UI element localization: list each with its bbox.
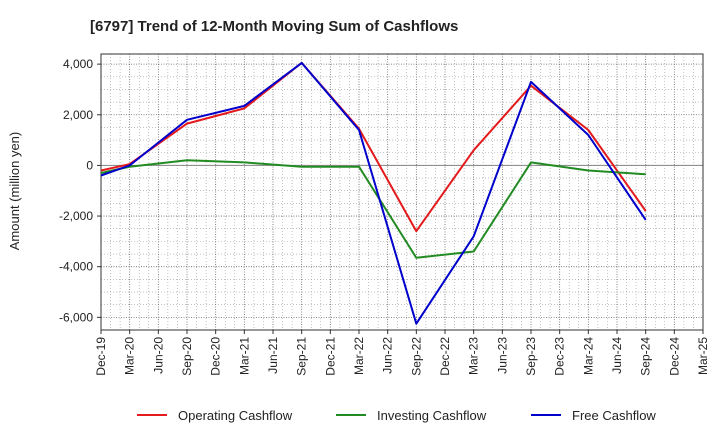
x-tick-label: Jun-21 [266, 337, 280, 374]
x-tick-label: Mar-20 [123, 337, 137, 375]
x-tick-label: Jun-22 [381, 337, 395, 374]
series-lines [100, 61, 647, 325]
x-tick-label: Jun-23 [495, 337, 509, 374]
x-tick-label: Dec-24 [667, 337, 681, 376]
free-cashflow-line [100, 61, 647, 325]
y-tick-label: 0 [86, 158, 93, 172]
y-tick-label: -6,000 [59, 310, 93, 324]
plot-frame [100, 53, 704, 331]
y-tick-label: 2,000 [63, 108, 93, 122]
legend-label-investing-cashflow: Investing Cashflow [377, 408, 487, 423]
x-tick-label: Mar-21 [237, 337, 251, 375]
x-tick-label: Sep-21 [295, 337, 309, 376]
legend: Operating Cashflow Investing Cashflow Free… [137, 408, 656, 423]
y-axis-title: Amount (million yen) [7, 132, 22, 251]
chart-title: [6797] Trend of 12-Month Moving Sum of C… [90, 18, 458, 35]
x-tick-label: Dec-21 [323, 337, 337, 376]
x-tick-label: Sep-23 [524, 337, 538, 376]
x-tick-label: Jun-20 [151, 337, 165, 374]
x-tick-label: Mar-22 [352, 337, 366, 375]
x-tick-label: Sep-20 [180, 337, 194, 376]
y-tick-label: -2,000 [59, 209, 93, 223]
x-tick-label: Mar-23 [467, 337, 481, 375]
x-tick-label: Jun-24 [610, 337, 624, 374]
investing-cashflow-line [100, 159, 646, 259]
x-tick-label: Dec-22 [438, 337, 452, 376]
x-tick-label: Sep-24 [639, 337, 653, 376]
x-tick-label: Dec-20 [209, 337, 223, 376]
x-axis-tick-labels: Dec-19 Mar-20 Jun-20 Sep-20 Dec-20 Mar-21 Jun-… [94, 330, 710, 376]
x-tick-label: Mar-24 [581, 337, 595, 375]
legend-label-operating-cashflow: Operating Cashflow [178, 408, 293, 423]
legend-label-free-cashflow: Free Cashflow [572, 408, 656, 423]
plot-area [100, 53, 704, 331]
x-tick-label: Mar-25 [696, 337, 710, 375]
y-tick-label: 4,000 [63, 57, 93, 71]
y-tick-label: -4,000 [59, 260, 93, 274]
operating-cashflow-line [100, 61, 647, 233]
x-tick-label: Dec-23 [553, 337, 567, 376]
x-tick-label: Dec-19 [94, 337, 108, 376]
y-axis-tick-labels: 4,000 2,000 0 -2,000 -4,000 -6,000 [59, 57, 101, 324]
x-tick-label: Sep-22 [409, 337, 423, 376]
